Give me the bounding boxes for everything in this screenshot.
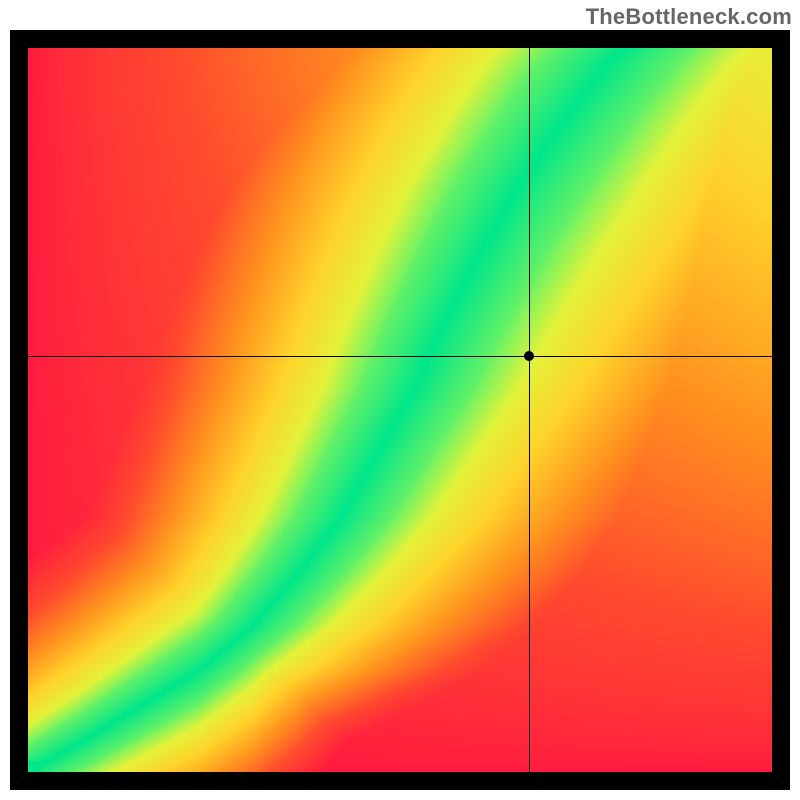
heatmap-canvas [28,48,772,772]
watermark-text: TheBottleneck.com [586,4,792,30]
chart-container: TheBottleneck.com [0,0,800,800]
marker-dot [524,351,534,361]
plot-area [10,30,790,790]
crosshair-horizontal [28,356,772,357]
crosshair-vertical [529,48,530,772]
